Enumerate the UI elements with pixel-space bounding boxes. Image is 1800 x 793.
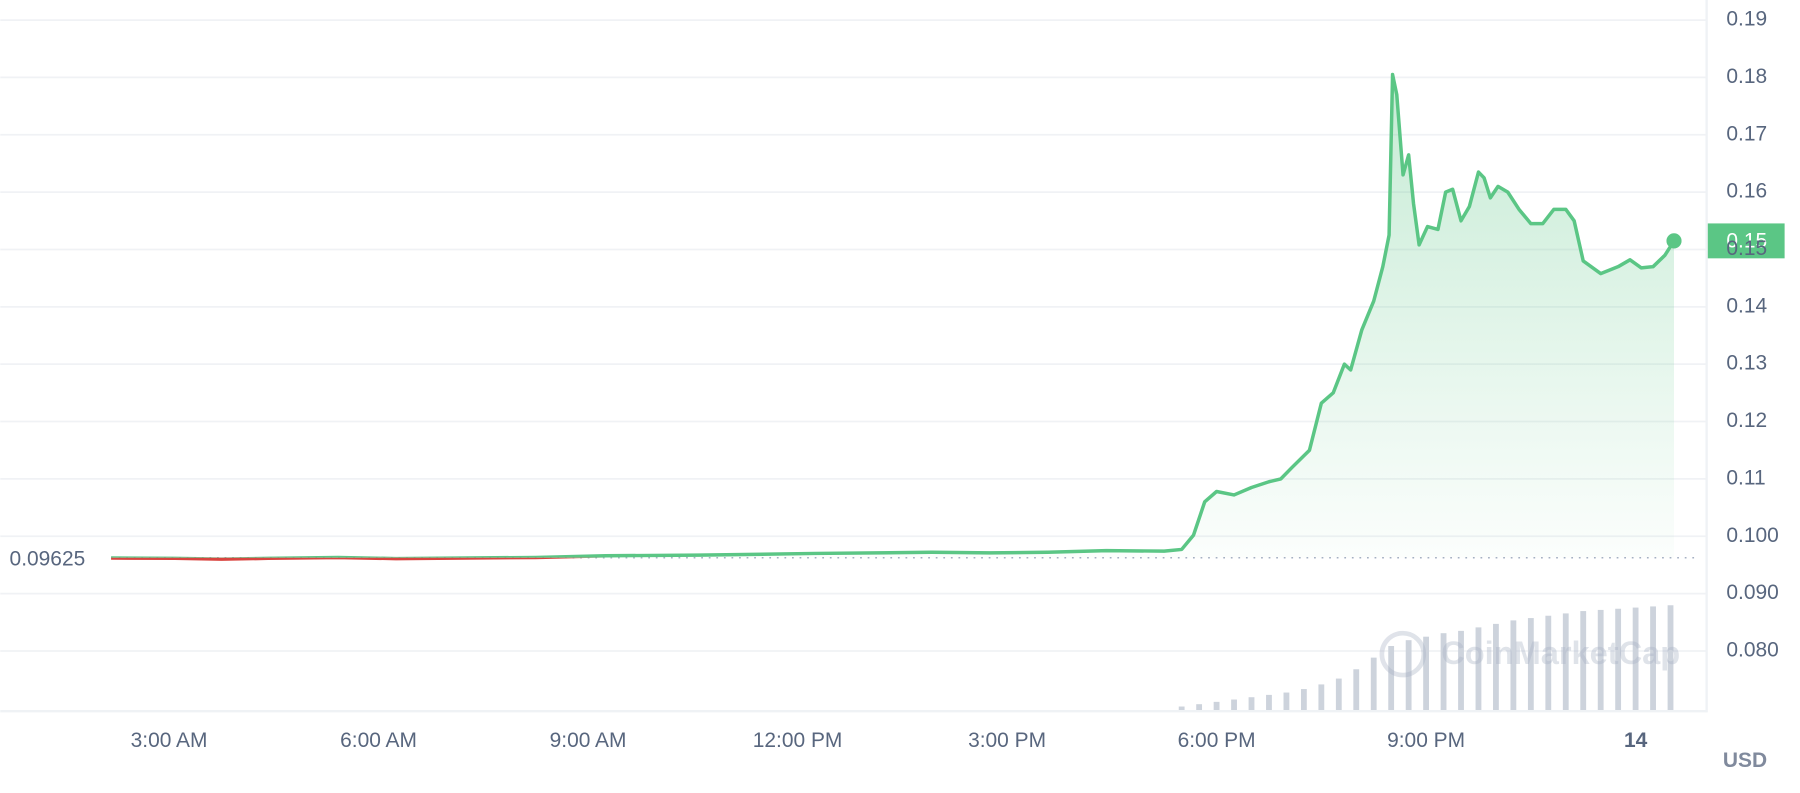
price-line-up	[111, 72, 1676, 558]
x-tick-label: 3:00 AM	[131, 729, 208, 752]
volume-bar	[1231, 699, 1237, 711]
volume-bar	[1475, 627, 1482, 711]
y-tick-label: 0.080	[1726, 638, 1778, 661]
volume-bar	[1370, 657, 1377, 711]
watermark-logo	[1379, 630, 1427, 678]
volume-bar	[1335, 678, 1342, 711]
volume-bar	[1178, 706, 1185, 711]
x-tick-label: 6:00 PM	[1178, 729, 1256, 752]
y-tick-label: 0.15	[1726, 237, 1767, 260]
volume-bar	[1615, 608, 1622, 711]
y-tick-label: 0.090	[1726, 581, 1778, 604]
baseline-label: 0.09625	[10, 548, 86, 571]
volume-bar	[1440, 633, 1447, 711]
volume-bar	[1667, 605, 1674, 711]
volume-bar	[1248, 697, 1255, 711]
volume-bar	[1283, 692, 1290, 711]
volume-bar	[1423, 636, 1430, 711]
volume-bar	[1213, 701, 1220, 711]
volume-bar	[1300, 689, 1307, 711]
volume-bar	[1545, 615, 1552, 711]
volume-bar	[1353, 669, 1360, 711]
x-tick-label: 9:00 AM	[550, 729, 627, 752]
volume	[1178, 605, 1674, 711]
volume-bar	[1458, 630, 1464, 711]
watermark: CoinMarketCap	[1379, 630, 1680, 678]
y-tick-label: 0.19	[1726, 8, 1767, 31]
currency-label: USD	[1723, 749, 1767, 772]
volume-bar	[1527, 618, 1534, 711]
volume-bar	[1388, 645, 1395, 711]
y-tick-label: 0.13	[1726, 352, 1767, 375]
volume-bar	[1493, 623, 1499, 711]
baseline-label-bg	[2, 541, 106, 575]
y-tick-label: 0.16	[1726, 180, 1767, 203]
x-tick-label: 6:00 AM	[340, 729, 417, 752]
volume-bar	[1405, 640, 1412, 711]
y-tick-label: 0.18	[1726, 65, 1767, 88]
last-point	[1666, 233, 1682, 249]
y-tick-label: 0.17	[1726, 122, 1767, 145]
volume-bar	[1597, 609, 1604, 711]
x-tick-label: 3:00 PM	[968, 729, 1046, 752]
x-tick-label: 12:00 PM	[753, 729, 843, 752]
volume-bar	[1562, 613, 1569, 711]
watermark-text: CoinMarketCap	[1441, 634, 1680, 671]
y-tick-label: 0.14	[1726, 294, 1767, 317]
plot: 0.09625 0.15	[2, 72, 1785, 575]
x-tick-label: 9:00 PM	[1387, 729, 1465, 752]
y-tick-label: 0.11	[1726, 466, 1765, 489]
volume-bar	[1580, 611, 1587, 711]
volume-bar	[1318, 684, 1325, 711]
price-area	[111, 74, 1675, 558]
y-tick-label: 0.100	[1726, 524, 1778, 547]
x-tick-label: 14	[1624, 729, 1648, 752]
volume-bar	[1196, 704, 1203, 711]
price-tag	[1707, 223, 1785, 259]
volume-bar	[1650, 606, 1656, 711]
y-tick-label: 0.12	[1726, 409, 1767, 432]
volume-bar	[1632, 607, 1639, 711]
volume-bar	[1266, 694, 1272, 711]
volume-bar	[1510, 620, 1517, 711]
price-tag-label: 0.15	[1726, 230, 1767, 253]
